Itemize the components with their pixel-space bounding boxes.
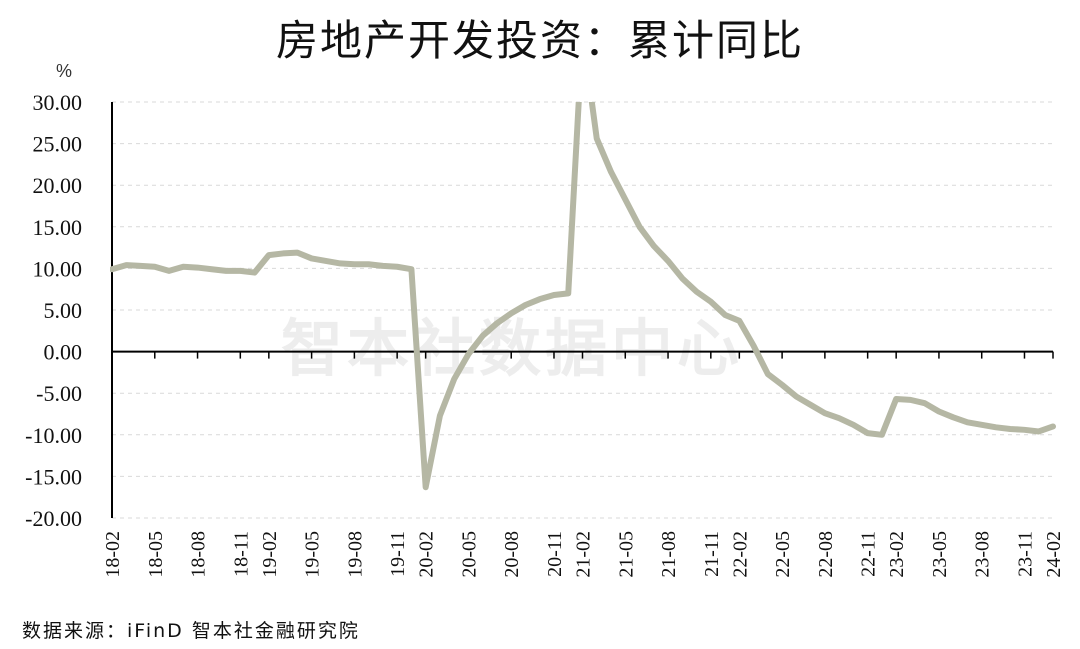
y-tick-label: 15.00 [33, 215, 83, 240]
y-tick-label: 30.00 [33, 90, 83, 115]
series-line [110, 102, 1056, 491]
y-tick-label: 0.00 [44, 340, 83, 365]
y-tick-label: -10.00 [25, 423, 82, 448]
x-tick-label: 19-02 [259, 531, 281, 578]
x-tick-label: 19-11 [387, 531, 409, 577]
axes [111, 102, 1054, 518]
x-tick-label: 21-08 [658, 531, 680, 578]
x-tick-label: 19-05 [302, 531, 324, 578]
series-line-group [110, 102, 1056, 491]
y-tick-label: -15.00 [25, 464, 82, 489]
y-tick-label: 25.00 [33, 132, 83, 157]
y-tick-label: -5.00 [36, 381, 82, 406]
x-tick-label: 22-05 [772, 531, 794, 578]
x-tick-label: 21-02 [573, 531, 595, 578]
gridlines [112, 101, 1053, 519]
y-tick-labels: 30.00 25.00 20.00 15.00 10.00 5.00 0.00 -5.00 -1… [25, 90, 82, 531]
x-tick-label: 24-02 [1043, 531, 1065, 578]
x-tick-label: 22-02 [729, 531, 751, 578]
x-tick-label: 19-08 [344, 531, 366, 578]
x-tick-label: 18-02 [102, 531, 124, 578]
x-tick-label: 21-05 [615, 531, 637, 578]
x-tick-label: 22-08 [815, 531, 837, 578]
x-tick-label: 20-08 [501, 531, 523, 578]
x-tick-label: 22-11 [858, 531, 880, 577]
x-tick-label: 20-02 [416, 531, 438, 578]
y-tick-label: 5.00 [44, 298, 83, 323]
y-tick-label: -20.00 [25, 506, 82, 531]
x-tick-label: 18-08 [188, 531, 210, 578]
x-tick-label: 21-11 [701, 531, 723, 577]
x-tick-labels: 18-02 18-05 18-08 18-11 19-02 19-05 19-08 19-11… [102, 531, 1065, 578]
y-tick-label: 20.00 [33, 173, 83, 198]
x-tick-label: 20-05 [458, 531, 480, 578]
x-tick-label: 20-11 [544, 531, 566, 577]
source-note: 数据来源：iFinD 智本社金融研究院 [22, 620, 360, 642]
y-tick-label: 10.00 [33, 256, 83, 281]
watermark: 智本社数据中心 [281, 312, 743, 385]
x-tick-label: 23-05 [929, 531, 951, 578]
x-tick-label: 18-05 [145, 531, 167, 578]
x-tick-label: 23-08 [972, 531, 994, 578]
y-unit-label: % [56, 61, 72, 81]
x-tick-label: 23-11 [1014, 531, 1036, 577]
chart-title: 房地产开发投资：累计同比 [276, 16, 804, 65]
x-tick-label: 23-02 [886, 531, 908, 578]
x-tick-label: 18-11 [230, 531, 252, 577]
